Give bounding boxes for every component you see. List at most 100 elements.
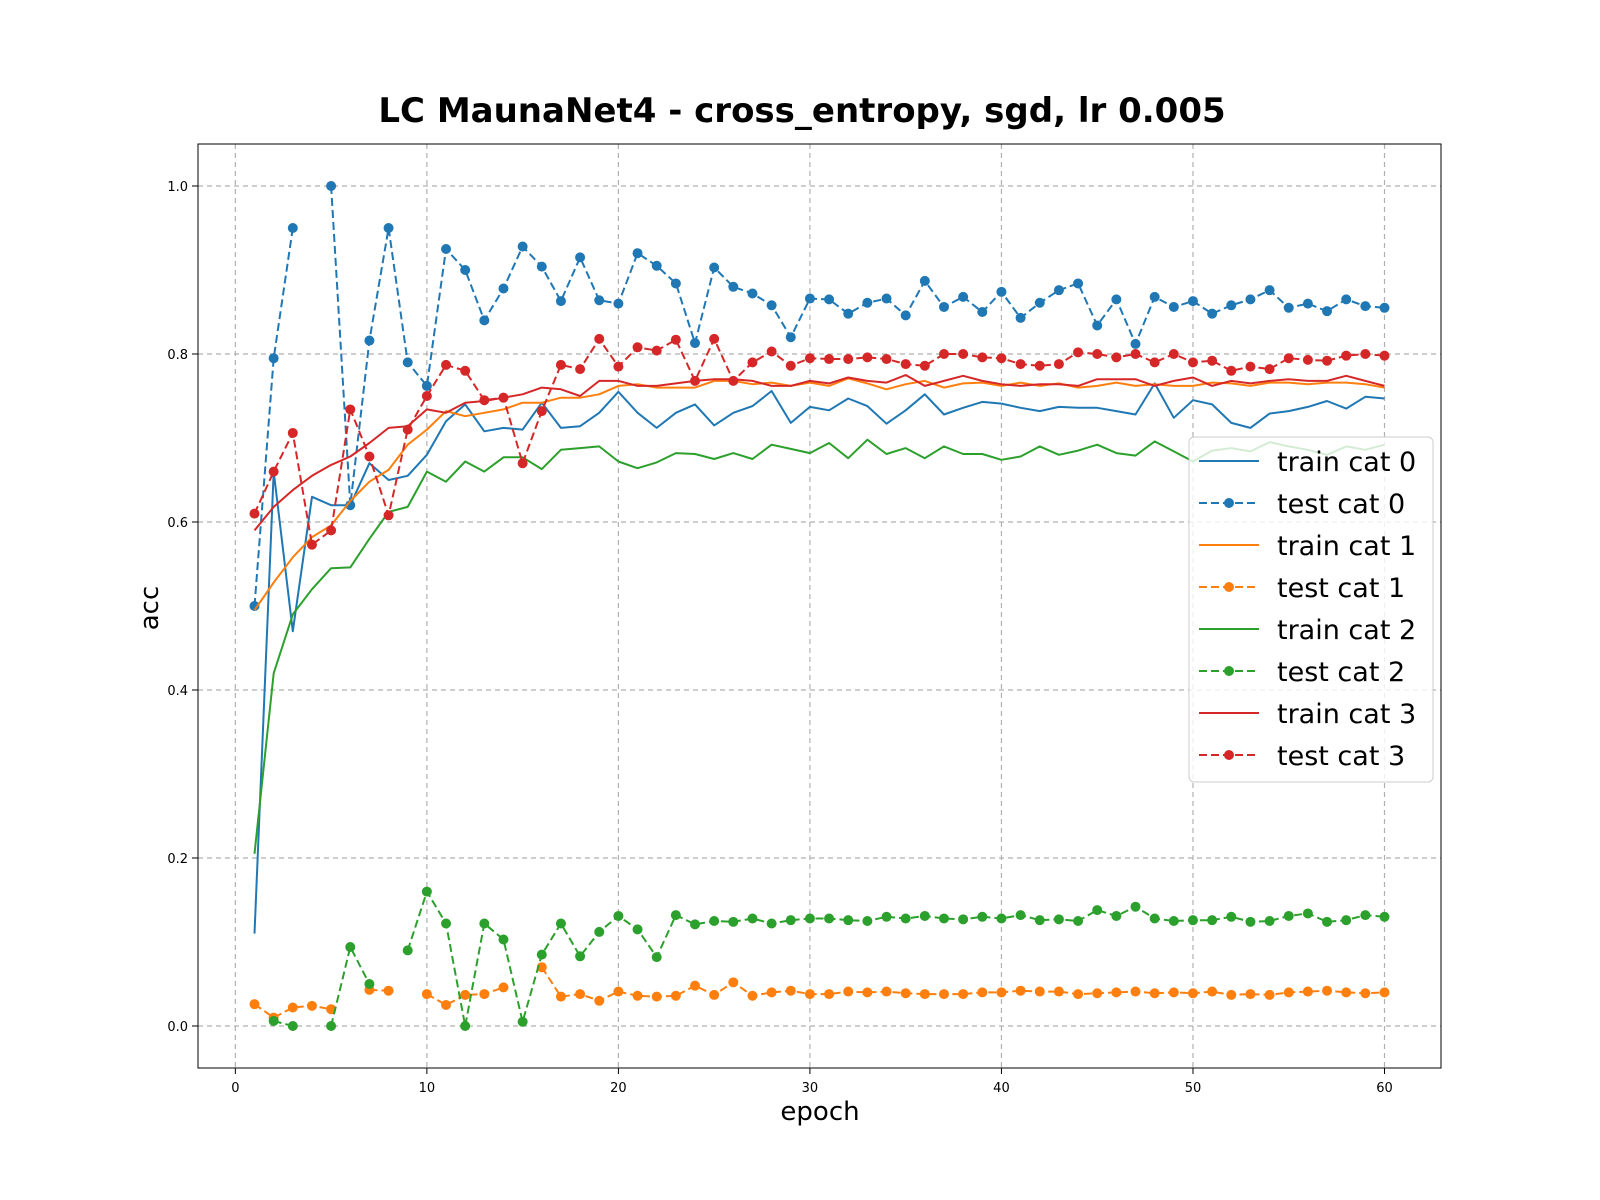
data-point [441,918,452,929]
data-point [364,451,375,462]
data-point [824,913,835,924]
data-point [1226,989,1237,1000]
data-point [824,294,835,305]
data-point [900,310,911,321]
data-point [1111,987,1122,998]
data-point [900,359,911,370]
data-point [728,977,739,988]
data-point [1092,988,1103,999]
data-point [1264,285,1275,296]
data-point [479,918,490,929]
data-point [421,989,432,1000]
data-point [785,915,796,926]
data-point [479,395,490,406]
y-tick-label: 0.6 [167,516,188,531]
data-point [1283,910,1294,921]
data-point [1302,354,1313,365]
series-train-cat-1 [253,377,1385,611]
series-line [406,890,1385,1027]
data-point [1168,987,1179,998]
legend-label: train cat 1 [1277,531,1416,562]
data-point [919,910,930,921]
data-point [517,241,528,252]
data-point [1130,901,1141,912]
data-point [690,919,701,930]
data-point [747,990,758,1001]
data-point [441,1000,452,1010]
data-point [1360,988,1371,999]
data-point [709,916,720,926]
data-point [306,539,317,550]
data-point [1168,301,1179,312]
legend: train cat 0 test cat 0 train cat 1 test cat… [1188,436,1434,783]
data-point [709,262,720,273]
data-point [1360,349,1371,359]
data-point [1149,913,1160,924]
data-point [1379,987,1390,998]
data-point [460,265,471,275]
data-point [690,338,701,349]
legend-marker [1224,750,1234,760]
series-line [253,1003,332,1019]
data-point [1130,338,1141,349]
data-point [977,307,988,317]
data-point [421,886,432,897]
data-point [402,945,413,956]
data-point [1226,300,1237,311]
data-point [402,357,413,368]
series-test-cat-2 [268,886,1390,1031]
data-point [1207,986,1218,997]
data-point [421,391,432,401]
data-point [594,333,605,344]
data-point [575,951,586,962]
data-point [1034,986,1045,997]
data-point [843,915,854,926]
y-tick-label: 0.8 [167,348,188,363]
data-point [460,365,471,376]
data-point [728,916,739,927]
data-point [1187,915,1198,926]
data-point [919,275,930,286]
data-point [747,357,758,368]
data-point [958,291,969,302]
data-point [670,990,681,1001]
data-point [1322,916,1333,927]
data-point [843,308,854,319]
data-point [1073,916,1084,926]
data-point [1302,298,1313,309]
data-point [1264,916,1275,926]
series-line [253,374,1385,532]
data-point [862,987,873,998]
x-tick-label: 30 [802,1081,819,1096]
data-point [996,987,1007,998]
data-point [1341,987,1352,998]
data-point [1073,278,1084,289]
data-point [575,252,586,263]
series-line [253,377,1385,611]
data-point [326,525,337,536]
series-train-cat-3 [253,374,1385,532]
data-point [479,989,490,1000]
data-point [996,286,1007,297]
data-point [977,911,988,922]
data-point [460,989,471,1000]
data-point [747,913,758,924]
data-point [785,332,796,343]
data-point [1034,360,1045,371]
data-point [345,404,356,415]
data-point [555,991,566,1002]
y-tick-label: 0.0 [167,1020,188,1035]
data-point [326,181,337,191]
data-point [1111,352,1122,363]
data-point [919,989,930,1000]
legend-label: test cat 0 [1277,489,1405,520]
y-axis-label: acc [135,586,165,631]
legend-marker [1224,498,1234,508]
data-point [938,349,949,359]
data-point [958,914,969,925]
data-point [1015,985,1026,996]
data-point [1187,296,1198,307]
chart-title: LC MaunaNet4 - cross_entropy, sgd, lr 0.… [378,91,1225,131]
series-test-cat-3 [249,333,1390,550]
data-point [1341,294,1352,305]
